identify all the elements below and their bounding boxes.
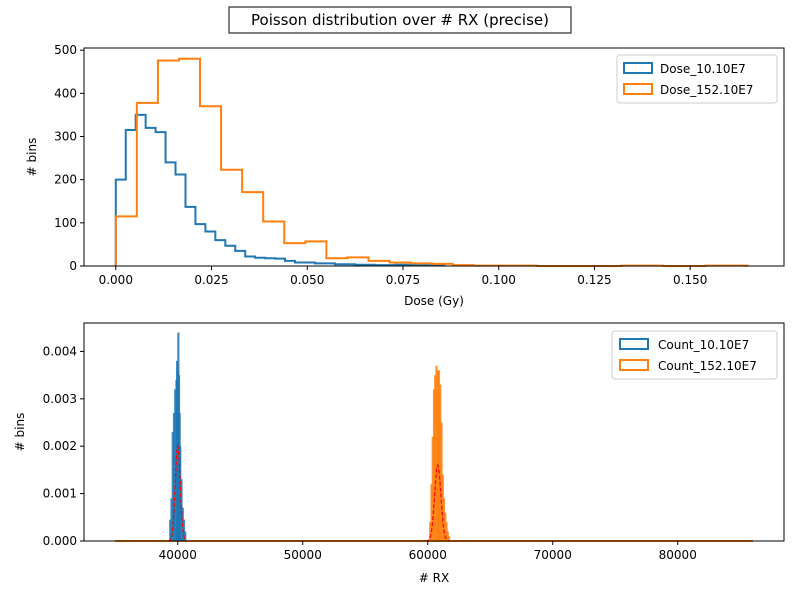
count-legend-frame	[611, 330, 778, 380]
count-x-tick-label: 80000	[659, 548, 697, 562]
dose-x-tick-label: 0.000	[99, 273, 133, 287]
count-y-tick-label: 0.004	[43, 344, 77, 358]
legend-swatch-count-10	[619, 338, 649, 350]
count-y-tick-label: 0.000	[43, 534, 77, 548]
count-y-tick-label: 0.002	[43, 439, 77, 453]
legend-label-count-152: Count_152.10E7	[658, 359, 757, 373]
dose-y-tick-label: 200	[54, 173, 77, 187]
dose-y-tick-label: 500	[54, 43, 77, 57]
dose-y-tick-label: 100	[54, 216, 77, 230]
dose-x-tick-label: 0.075	[386, 273, 420, 287]
count-x-tick-label: 70000	[534, 548, 572, 562]
dose-y-axis-label: # bins	[25, 138, 39, 177]
legend-swatch-dose-152	[623, 83, 653, 95]
dose-legend: Dose_10.10E7 Dose_152.10E7	[616, 54, 778, 104]
count-series-1	[425, 365, 451, 542]
legend-swatch-dose-10	[623, 62, 653, 74]
dose-x-ticks: 0.000 0.025 0.050 0.075 0.100 0.125 0.150	[99, 266, 707, 287]
dose-histogram-chart: 0.000 0.025 0.050 0.075 0.100 0.125 0.150 0 100…	[25, 43, 785, 308]
dose-series-0-step	[114, 113, 446, 267]
count-x-tick-label: 40000	[159, 548, 197, 562]
count-histogram-chart: 40000 50000 60000 70000 80000 0.0000.0010.00…	[13, 322, 785, 585]
count-legend: Count_10.10E7 Count_152.10E7	[611, 330, 778, 380]
legend-label-dose-152: Dose_152.10E7	[660, 83, 753, 97]
dose-x-tick-label: 0.100	[482, 273, 516, 287]
suptitle: Poisson distribution over # RX (precise)	[251, 11, 549, 29]
suptitle-box: Poisson distribution over # RX (precise)	[228, 6, 572, 34]
dose-x-tick-label: 0.025	[194, 273, 228, 287]
dose-x-tick-label: 0.125	[577, 273, 611, 287]
count-y-tick-label: 0.003	[43, 392, 77, 406]
count-x-tick-label: 50000	[284, 548, 322, 562]
legend-swatch-count-152	[619, 359, 649, 371]
count-fit-curve-1	[425, 463, 451, 542]
legend-label-dose-10: Dose_10.10E7	[660, 62, 746, 76]
count-y-ticks: 0.000 0.001 0.002 0.003 0.004	[43, 344, 84, 548]
count-y-tick-label: 0.001	[43, 487, 77, 501]
dose-x-tick-label: 0.150	[673, 273, 707, 287]
dose-y-tick-label: 0	[69, 259, 77, 273]
count-y-axis-label: # bins	[13, 413, 27, 452]
count-series-0	[167, 332, 188, 542]
dose-y-ticks: 0 100 200 300 400 500	[54, 43, 84, 273]
count-x-ticks: 40000 50000 60000 70000 80000	[159, 541, 697, 562]
count-fit-curve-0	[167, 443, 188, 542]
count-x-tick-label: 60000	[409, 548, 447, 562]
dose-x-axis-label: Dose (Gy)	[404, 294, 464, 308]
count-axes-frame	[83, 322, 785, 542]
dose-y-tick-label: 400	[54, 86, 77, 100]
dose-y-tick-label: 300	[54, 129, 77, 143]
legend-label-count-10: Count_10.10E7	[658, 338, 749, 352]
dose-legend-frame	[616, 54, 778, 104]
dose-x-tick-label: 0.050	[290, 273, 324, 287]
count-x-axis-label: # RX	[419, 571, 449, 585]
dose-axes-frame	[83, 47, 785, 267]
